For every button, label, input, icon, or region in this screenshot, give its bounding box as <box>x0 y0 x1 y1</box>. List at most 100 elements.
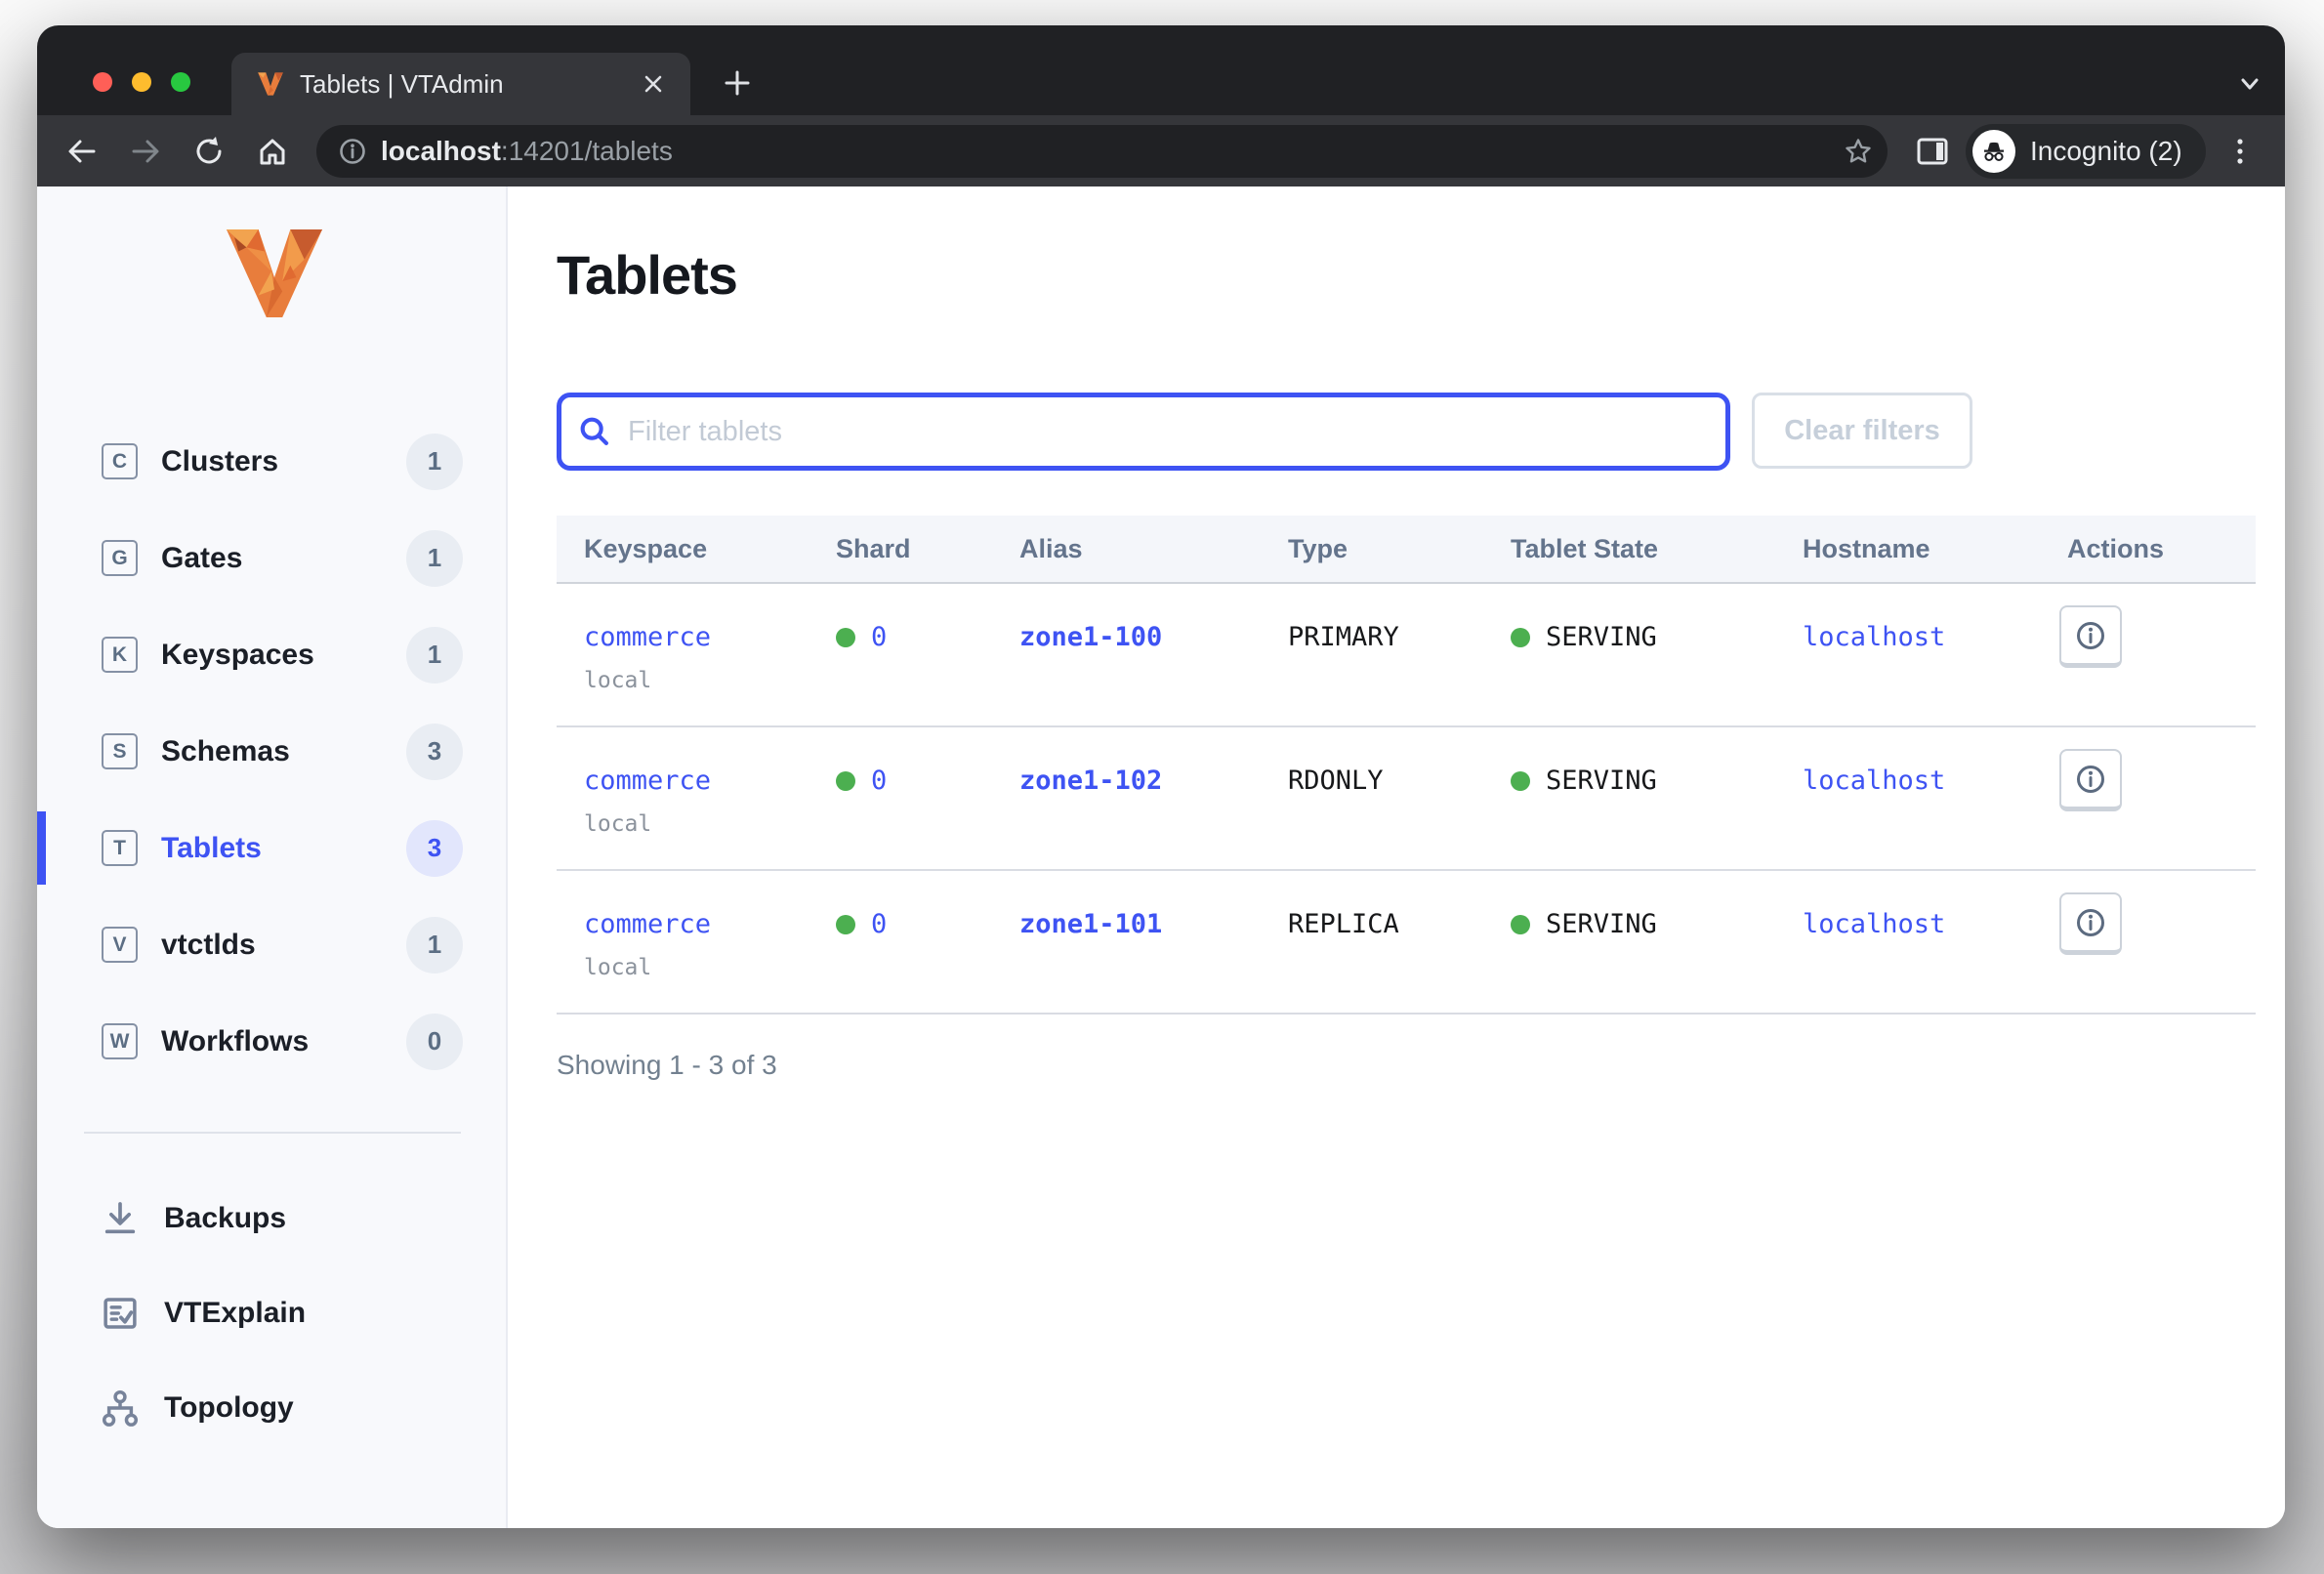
main-panel: Tablets Clear filters Keyspace Shard Ali… <box>508 186 2285 1528</box>
alias-link[interactable]: zone1-101 <box>1019 909 1163 939</box>
shard-cell: 0 <box>809 584 992 654</box>
shard-cell: 0 <box>809 871 992 941</box>
hostname-link[interactable]: localhost <box>1803 909 1946 939</box>
type-cell: REPLICA <box>1288 909 1399 939</box>
shard-link[interactable]: 0 <box>871 909 888 939</box>
column-header-alias: Alias <box>1019 533 1083 563</box>
clear-filters-button[interactable]: Clear filters <box>1752 393 1972 469</box>
sidebar-item-gates[interactable]: G Gates 1 <box>37 510 506 606</box>
tablet-info-button[interactable] <box>2059 605 2122 668</box>
serving-status-dot <box>1511 771 1530 791</box>
back-icon[interactable] <box>62 132 102 171</box>
schemas-icon: S <box>102 733 138 769</box>
search-icon <box>576 413 613 450</box>
table-row: commerce local 0 zone1-101 REPLICA SERVI… <box>557 871 2256 1015</box>
column-header-shard: Shard <box>836 533 911 563</box>
url-host: localhost <box>381 135 501 166</box>
keyspaces-icon: K <box>102 637 138 673</box>
vtexplain-icon <box>98 1293 143 1334</box>
count-badge: 3 <box>406 819 463 877</box>
alias-link[interactable]: zone1-100 <box>1019 622 1163 652</box>
browser-window: Tablets | VTAdmin localhos <box>37 25 2285 1528</box>
shard-status-dot <box>836 771 855 791</box>
alias-link[interactable]: zone1-102 <box>1019 766 1163 796</box>
sidebar-nav: C Clusters 1 G Gates 1 K Keyspaces 1 <box>37 413 506 1090</box>
cluster-name: local <box>584 811 652 837</box>
url-text: localhost:14201/tablets <box>381 136 673 167</box>
hostname-cell: localhost <box>1775 727 2040 798</box>
sidebar-item-topology[interactable]: Topology <box>37 1360 506 1455</box>
url-path: :14201/tablets <box>500 135 673 166</box>
browser-toolbar: localhost:14201/tablets Incognito (2) <box>37 115 2285 186</box>
reload-icon[interactable] <box>189 132 228 171</box>
count-badge: 1 <box>406 916 463 973</box>
keyspace-link[interactable]: commerce <box>584 622 712 652</box>
sidebar-divider <box>84 1132 461 1134</box>
sidebar-item-workflows[interactable]: W Workflows 0 <box>37 993 506 1090</box>
shard-status-dot <box>836 628 855 647</box>
tablet-info-button[interactable] <box>2059 749 2122 811</box>
sidebar-item-keyspaces[interactable]: K Keyspaces 1 <box>37 606 506 703</box>
tablet-info-button[interactable] <box>2059 892 2122 955</box>
new-tab-button[interactable] <box>715 61 760 105</box>
incognito-badge[interactable]: Incognito (2) <box>1966 123 2206 179</box>
column-header-tablet-state: Tablet State <box>1511 533 1659 563</box>
tab-search-chevron-icon[interactable] <box>2230 64 2269 104</box>
hostname-link[interactable]: localhost <box>1803 622 1946 652</box>
serving-status-dot <box>1511 915 1530 934</box>
browser-tab[interactable]: Tablets | VTAdmin <box>231 53 690 115</box>
bookmark-star-icon[interactable] <box>1843 136 1874 167</box>
shard-cell: 0 <box>809 727 992 798</box>
sidebar: C Clusters 1 G Gates 1 K Keyspaces 1 <box>37 186 508 1528</box>
filter-tablets-input[interactable] <box>557 393 1730 471</box>
vitess-favicon <box>257 71 284 97</box>
hostname-link[interactable]: localhost <box>1803 766 1946 796</box>
incognito-label: Incognito (2) <box>2030 135 2182 166</box>
clusters-icon: C <box>102 443 138 479</box>
download-icon <box>98 1198 143 1239</box>
vitess-logo <box>223 229 326 319</box>
sidebar-item-vtexplain[interactable]: VTExplain <box>37 1265 506 1360</box>
tablet-state-cell: SERVING <box>1483 727 1775 798</box>
sidebar-item-tablets[interactable]: T Tablets 3 <box>37 800 506 896</box>
minimize-window-button[interactable] <box>132 72 151 92</box>
hostname-cell: localhost <box>1775 871 2040 941</box>
count-badge: 1 <box>406 433 463 490</box>
home-icon[interactable] <box>253 132 292 171</box>
shard-link[interactable]: 0 <box>871 622 888 652</box>
side-panel-icon[interactable] <box>1913 132 1952 171</box>
tablet-state-cell: SERVING <box>1483 584 1775 654</box>
keyspace-cell: commerce local <box>557 871 809 984</box>
filter-row: Clear filters <box>557 393 1972 471</box>
tab-close-icon[interactable] <box>636 66 671 102</box>
sidebar-item-schemas[interactable]: S Schemas 3 <box>37 703 506 800</box>
workflows-icon: W <box>102 1023 138 1059</box>
keyspace-cell: commerce local <box>557 584 809 697</box>
close-window-button[interactable] <box>93 72 112 92</box>
cluster-name: local <box>584 955 652 980</box>
vtctlds-icon: V <box>102 927 138 963</box>
fullscreen-window-button[interactable] <box>171 72 190 92</box>
keyspace-link[interactable]: commerce <box>584 909 712 939</box>
site-info-icon[interactable] <box>338 137 367 166</box>
sidebar-secondary-nav: Backups VTExplain Topology <box>37 1171 506 1455</box>
page-content: C Clusters 1 G Gates 1 K Keyspaces 1 <box>37 186 2285 1528</box>
serving-status-dot <box>1511 628 1530 647</box>
actions-cell <box>2040 584 2256 668</box>
tablet-state-cell: SERVING <box>1483 871 1775 941</box>
actions-cell <box>2040 871 2256 955</box>
tablets-icon: T <box>102 830 138 866</box>
sidebar-item-vtctlds[interactable]: V vtctlds 1 <box>37 896 506 993</box>
forward-icon[interactable] <box>126 132 165 171</box>
keyspace-link[interactable]: commerce <box>584 766 712 796</box>
address-bar[interactable]: localhost:14201/tablets <box>316 124 1888 178</box>
type-cell: PRIMARY <box>1288 622 1399 652</box>
browser-menu-icon[interactable] <box>2225 134 2255 169</box>
actions-cell <box>2040 727 2256 811</box>
table-row: commerce local 0 zone1-100 PRIMARY SERVI… <box>557 584 2256 727</box>
count-badge: 1 <box>406 529 463 587</box>
sidebar-item-backups[interactable]: Backups <box>37 1171 506 1265</box>
shard-link[interactable]: 0 <box>871 766 888 796</box>
sidebar-item-clusters[interactable]: C Clusters 1 <box>37 413 506 510</box>
type-cell: RDONLY <box>1288 766 1384 796</box>
